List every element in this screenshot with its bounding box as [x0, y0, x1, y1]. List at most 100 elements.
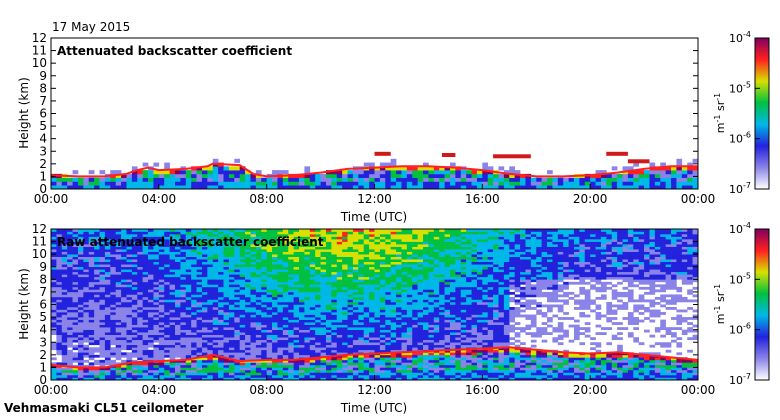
- heatmap-cell: [358, 327, 365, 330]
- heatmap-cell: [126, 181, 133, 186]
- heatmap-cell: [299, 342, 305, 346]
- heatmap-cell: [396, 291, 402, 295]
- heatmap-cell: [282, 334, 289, 338]
- heatmap-cell: [88, 301, 95, 305]
- heatmap-cell: [342, 299, 348, 303]
- heatmap-cell: [320, 239, 327, 242]
- heatmap-cell: [180, 279, 187, 283]
- heatmap-cell: [363, 269, 370, 273]
- heatmap-cell: [94, 234, 100, 237]
- heatmap-cell: [277, 304, 284, 308]
- heatmap-cell: [126, 256, 133, 260]
- heatmap-cell: [245, 281, 251, 285]
- y-axis-label: Height (km): [17, 77, 31, 148]
- heatmap-cell: [239, 251, 246, 255]
- heatmap-cell: [374, 181, 381, 186]
- heatmap-cell: [115, 249, 122, 252]
- heatmap-cell: [121, 359, 127, 363]
- heatmap-cell: [239, 229, 246, 232]
- heatmap-cell: [218, 377, 224, 381]
- heatmap-cell: [148, 289, 154, 293]
- heatmap-cell: [428, 334, 435, 338]
- heatmap-cell: [104, 259, 111, 263]
- heatmap-cell: [255, 261, 262, 265]
- heatmap-cell: [158, 314, 165, 318]
- heatmap-cell: [234, 234, 241, 237]
- heatmap-cell: [342, 354, 348, 358]
- heatmap-cell: [126, 314, 133, 318]
- heatmap-cell: [299, 369, 305, 373]
- heatmap-cell: [315, 301, 321, 305]
- heatmap-cell: [288, 256, 294, 260]
- heatmap-cell: [428, 304, 435, 308]
- heatmap-cell: [396, 354, 402, 358]
- heatmap-cell: [261, 234, 267, 237]
- heatmap-cell: [379, 304, 386, 308]
- heatmap-cell: [261, 344, 267, 348]
- date-label: 17 May 2015: [52, 20, 131, 34]
- heatmap-cell: [282, 259, 289, 263]
- heatmap-cell: [212, 322, 219, 325]
- heatmap-cell: [309, 266, 316, 270]
- heatmap-cell: [379, 357, 386, 361]
- heatmap-cell: [239, 332, 246, 335]
- heatmap-cell: [444, 170, 451, 175]
- heatmap-cell: [191, 291, 197, 295]
- heatmap-cell: [352, 301, 359, 305]
- heatmap-cell: [374, 286, 381, 290]
- heatmap-cell: [342, 276, 348, 280]
- heatmap-cell: [223, 337, 230, 341]
- heatmap-cell: [164, 173, 170, 178]
- heatmap-cell: [417, 364, 424, 368]
- heatmap-cell: [169, 329, 176, 333]
- heatmap-cell: [304, 317, 311, 320]
- heatmap-cell: [250, 236, 257, 240]
- heatmap-cell: [223, 291, 230, 295]
- heatmap-cell: [245, 332, 251, 335]
- heatmap-cell: [390, 359, 397, 363]
- heatmap-cell: [212, 339, 219, 343]
- heatmap-cell: [115, 307, 122, 310]
- heatmap-cell: [228, 271, 235, 275]
- heatmap-cell: [406, 347, 413, 351]
- heatmap-cell: [175, 236, 181, 240]
- heatmap-cell: [336, 369, 343, 373]
- heatmap-cell: [196, 279, 203, 283]
- heatmap-cell: [374, 307, 381, 310]
- heatmap-cell: [272, 344, 278, 348]
- heatmap-cell: [417, 347, 424, 351]
- heatmap-cell: [293, 296, 300, 300]
- heatmap-cell: [115, 347, 122, 351]
- heatmap-cell: [428, 261, 435, 265]
- heatmap-cell: [180, 294, 187, 298]
- heatmap-cell: [309, 327, 316, 330]
- heatmap-cell: [347, 319, 354, 323]
- heatmap-cell: [94, 185, 100, 190]
- heatmap-cell: [272, 256, 278, 260]
- heatmap-cell: [417, 239, 424, 242]
- heatmap-cell: [148, 177, 154, 182]
- heatmap-cell: [293, 284, 300, 288]
- heatmap-cell: [379, 344, 386, 348]
- heatmap-cell: [266, 249, 273, 252]
- heatmap-cell: [131, 173, 138, 178]
- heatmap-cell: [390, 344, 397, 348]
- heatmap-cell: [299, 364, 305, 368]
- heatmap-cell: [406, 289, 413, 293]
- heatmap-cell: [665, 173, 672, 178]
- heatmap-cell: [137, 294, 143, 298]
- heatmap-cell: [121, 251, 127, 255]
- heatmap-cell: [406, 312, 413, 315]
- heatmap-cell: [83, 299, 90, 303]
- heatmap-cell: [406, 259, 413, 263]
- heatmap-cell: [649, 170, 656, 175]
- heatmap-cell: [67, 294, 73, 298]
- heatmap-cell: [336, 329, 343, 333]
- heatmap-cell: [363, 162, 370, 167]
- heatmap-cell: [212, 314, 219, 318]
- heatmap-cell: [212, 312, 219, 315]
- heatmap-cell: [439, 337, 445, 341]
- heatmap-cell: [390, 271, 397, 275]
- cloud-layer: [606, 151, 628, 156]
- heatmap-cell: [272, 229, 278, 232]
